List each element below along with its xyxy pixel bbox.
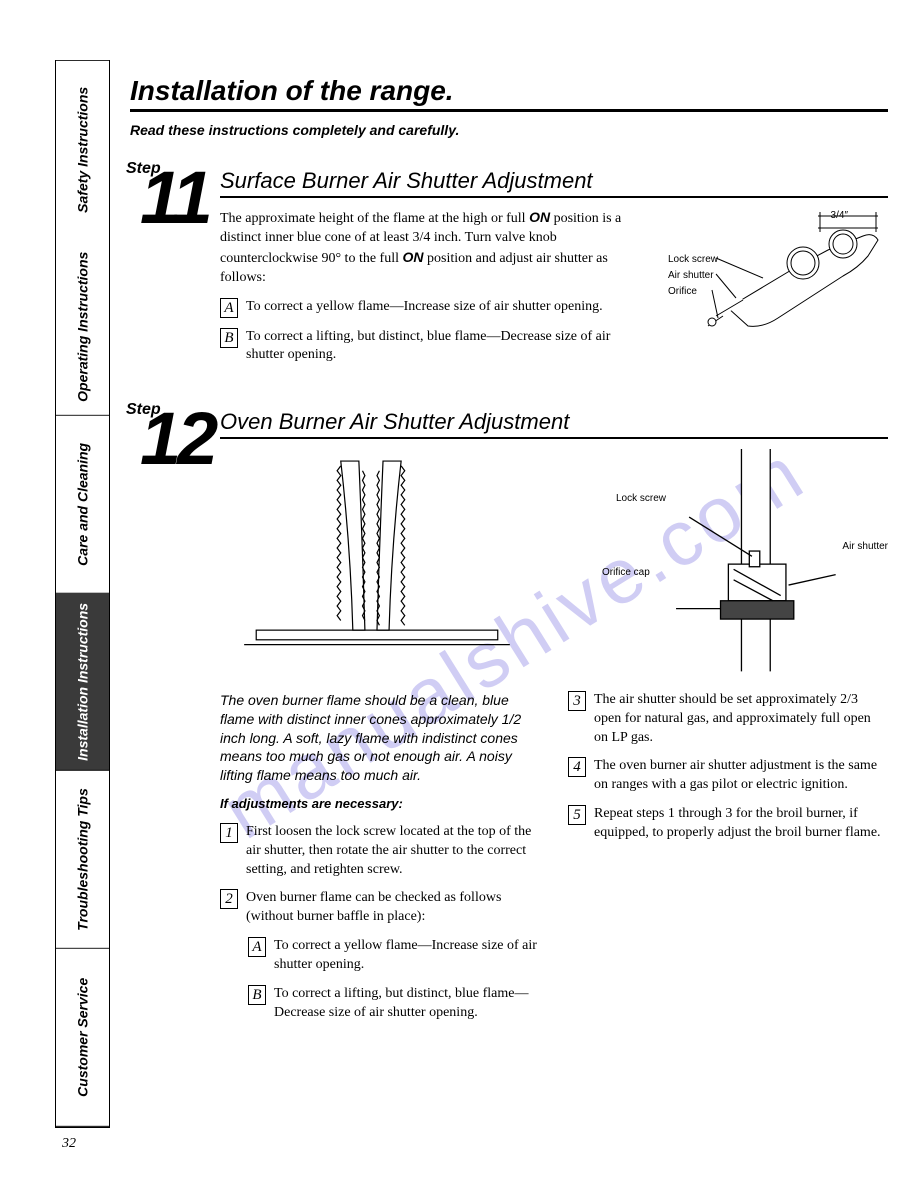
step12-item2a-text: To correct a yellow flame—Increase size … bbox=[274, 937, 540, 975]
step12-item4-text: The oven burner air shutter adjustment i… bbox=[594, 757, 888, 795]
step-number-11: 11 bbox=[140, 168, 209, 227]
tab-operating[interactable]: Operating Instructions bbox=[56, 238, 109, 416]
marker-3: 3 bbox=[568, 691, 586, 711]
flame-diagram-svg bbox=[220, 449, 534, 654]
marker-b-nested: B bbox=[248, 985, 266, 1005]
label-orifice: Orifice bbox=[668, 286, 697, 297]
step12-item2-text: Oven burner flame can be checked as foll… bbox=[246, 889, 540, 927]
step11-item-a-text: To correct a yellow flame—Increase size … bbox=[246, 298, 648, 318]
step12-item-2: 2 Oven burner flame can be checked as fo… bbox=[220, 889, 540, 927]
main-content: manualshive.com Installation of the rang… bbox=[110, 0, 918, 1188]
step12-columns: The oven burner flame should be a clean,… bbox=[220, 691, 888, 1033]
step11-intro: The approximate height of the flame at t… bbox=[220, 208, 648, 288]
label-34: 3/4″ bbox=[831, 210, 848, 221]
step-heading-12: Oven Burner Air Shutter Adjustment bbox=[220, 403, 888, 435]
marker-1: 1 bbox=[220, 823, 238, 843]
step12-item-1: 1 First loosen the lock screw located at… bbox=[220, 823, 540, 880]
on-word: ON bbox=[403, 249, 424, 265]
step12-diagram-right: Lock screw Air shutter Orifice cap bbox=[574, 449, 888, 676]
step-number-12: 12 bbox=[140, 409, 214, 468]
step11-item-b: B To correct a lifting, but distinct, bl… bbox=[220, 328, 648, 366]
label-shutter-12: Air shutter bbox=[842, 541, 888, 552]
step11-text-col: The approximate height of the flame at t… bbox=[220, 208, 648, 375]
page-title: Installation of the range. bbox=[130, 75, 888, 107]
t: The approximate height of the flame at t… bbox=[220, 211, 529, 226]
step12-left-col: The oven burner flame should be a clean,… bbox=[220, 691, 540, 1033]
marker-a: A bbox=[220, 298, 238, 318]
marker-5: 5 bbox=[568, 805, 586, 825]
tab-installation[interactable]: Installation Instructions bbox=[56, 593, 109, 771]
step12-diagrams: Lock screw Air shutter Orifice cap bbox=[220, 449, 888, 676]
shutter-diagram-svg bbox=[574, 449, 888, 671]
step12-item-2b: B To correct a lifting, but distinct, bl… bbox=[248, 985, 540, 1023]
step12-intro: The oven burner flame should be a clean,… bbox=[220, 691, 540, 785]
step11-item-b-text: To correct a lifting, but distinct, blue… bbox=[246, 328, 648, 366]
step12-item1-text: First loosen the lock screw located at t… bbox=[246, 823, 540, 880]
step11-diagram: 3/4″ Lock screw Air shutter Orifice bbox=[668, 208, 888, 375]
tab-safety[interactable]: Safety Instructions bbox=[56, 61, 109, 238]
burner-diagram-svg bbox=[668, 208, 888, 358]
on-word: ON bbox=[529, 209, 550, 225]
step-12: Step 12 Oven Burner Air Shutter Adjustme… bbox=[130, 403, 888, 1032]
step12-item5-text: Repeat steps 1 through 3 for the broil b… bbox=[594, 805, 888, 843]
step12-item3-text: The air shutter should be set approximat… bbox=[594, 691, 888, 748]
step-rule-11 bbox=[220, 196, 888, 198]
step12-item-3: 3 The air shutter should be set approxim… bbox=[568, 691, 888, 748]
step12-item2b-text: To correct a lifting, but distinct, blue… bbox=[274, 985, 540, 1023]
step-heading-11: Surface Burner Air Shutter Adjustment bbox=[220, 162, 888, 194]
tab-customer-service[interactable]: Customer Service bbox=[56, 949, 109, 1127]
side-tabs: Safety Instructions Operating Instructio… bbox=[55, 60, 110, 1128]
subtitle: Read these instructions completely and c… bbox=[130, 122, 888, 138]
label-lock: Lock screw bbox=[668, 254, 718, 265]
marker-b: B bbox=[220, 328, 238, 348]
marker-a-nested: A bbox=[248, 937, 266, 957]
step12-item-2a: A To correct a yellow flame—Increase siz… bbox=[248, 937, 540, 975]
step11-item-a: A To correct a yellow flame—Increase siz… bbox=[220, 298, 648, 318]
title-rule bbox=[130, 109, 888, 112]
step12-adjust-head: If adjustments are necessary: bbox=[220, 795, 540, 813]
label-lock-12: Lock screw bbox=[616, 493, 666, 504]
step12-item-5: 5 Repeat steps 1 through 3 for the broil… bbox=[568, 805, 888, 843]
marker-4: 4 bbox=[568, 757, 586, 777]
step12-diagram-left bbox=[220, 449, 534, 676]
marker-2: 2 bbox=[220, 889, 238, 909]
step-rule-12 bbox=[220, 437, 888, 439]
label-orifice-12: Orifice cap bbox=[602, 567, 650, 578]
page-number: 32 bbox=[62, 1136, 76, 1152]
step12-item-4: 4 The oven burner air shutter adjustment… bbox=[568, 757, 888, 795]
tab-troubleshooting[interactable]: Troubleshooting Tips bbox=[56, 771, 109, 949]
label-air-shutter: Air shutter bbox=[668, 270, 714, 281]
tab-care[interactable]: Care and Cleaning bbox=[56, 416, 109, 594]
step-11: Step 11 Surface Burner Air Shutter Adjus… bbox=[130, 162, 888, 375]
step12-right-col: 3 The air shutter should be set approxim… bbox=[568, 691, 888, 1033]
